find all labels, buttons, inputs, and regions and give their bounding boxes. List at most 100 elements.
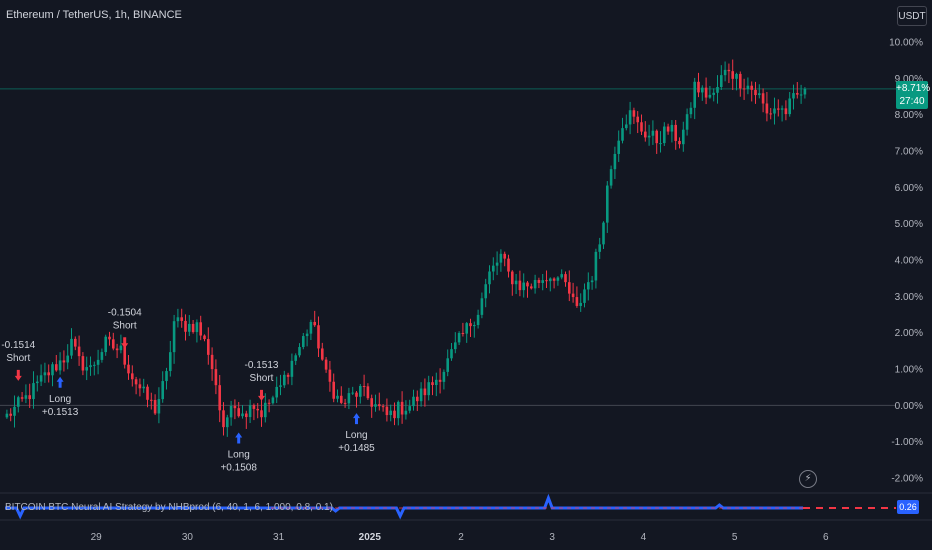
candle bbox=[499, 249, 503, 272]
candle bbox=[408, 399, 411, 414]
candle bbox=[96, 349, 100, 375]
signal-value: -0.1514 bbox=[1, 340, 35, 351]
candle bbox=[264, 393, 267, 423]
candle-body bbox=[47, 372, 50, 376]
long-signal: Long +0.1485 bbox=[338, 413, 375, 454]
candle-body bbox=[362, 386, 366, 388]
candle bbox=[328, 360, 332, 392]
candle-body bbox=[537, 279, 541, 283]
candle bbox=[750, 81, 753, 102]
candle bbox=[150, 392, 153, 410]
candle bbox=[17, 395, 20, 413]
candle-body bbox=[663, 126, 666, 144]
candle bbox=[214, 359, 218, 395]
candle-body bbox=[788, 98, 791, 115]
candle-body bbox=[533, 279, 537, 289]
candle bbox=[488, 265, 491, 294]
long-arrow-icon bbox=[56, 376, 64, 388]
candle bbox=[796, 82, 799, 99]
candle bbox=[305, 329, 309, 347]
candle bbox=[602, 221, 605, 249]
candle-body bbox=[74, 338, 77, 347]
candle-body bbox=[644, 131, 647, 138]
signal-label: Long bbox=[49, 394, 71, 405]
candle bbox=[340, 386, 343, 405]
candle-body bbox=[313, 321, 316, 326]
candle bbox=[746, 77, 750, 95]
candle-body bbox=[469, 323, 472, 327]
candle-body bbox=[290, 360, 294, 377]
candle bbox=[188, 315, 191, 336]
indicator-pane bbox=[5, 493, 896, 520]
candle bbox=[761, 88, 765, 113]
candle-body bbox=[191, 323, 195, 333]
price-change-label: +8.71% bbox=[896, 83, 931, 94]
candle bbox=[81, 352, 85, 376]
candle-body bbox=[526, 282, 529, 287]
candle-body bbox=[131, 373, 134, 380]
short-arrow-icon bbox=[121, 337, 129, 349]
y-tick-label: 6.00% bbox=[895, 183, 923, 194]
candle bbox=[632, 107, 636, 124]
candle bbox=[526, 281, 529, 298]
candle-body bbox=[66, 355, 69, 363]
candle bbox=[549, 277, 552, 292]
candle-body bbox=[625, 124, 628, 129]
candle-body bbox=[446, 358, 449, 372]
candle bbox=[754, 81, 757, 104]
candle-body bbox=[336, 395, 339, 399]
y-tick-label: 4.00% bbox=[895, 256, 923, 267]
candle-body bbox=[165, 371, 168, 382]
candle-body bbox=[727, 69, 731, 72]
short-signal: -0.1504 Short bbox=[108, 307, 142, 349]
candle bbox=[594, 248, 598, 289]
candle bbox=[286, 372, 290, 385]
candle-body bbox=[796, 93, 799, 95]
candle bbox=[731, 59, 734, 90]
candle bbox=[617, 130, 620, 162]
candle bbox=[229, 400, 233, 426]
candle-body bbox=[203, 335, 206, 340]
candle-body bbox=[621, 128, 624, 141]
candle-body bbox=[305, 333, 309, 337]
candle-body bbox=[454, 342, 457, 350]
candle-body bbox=[480, 298, 484, 315]
candle-body bbox=[279, 385, 282, 387]
candle bbox=[670, 120, 674, 143]
candle bbox=[723, 61, 727, 82]
candle bbox=[552, 277, 556, 289]
candle bbox=[522, 273, 525, 298]
candle bbox=[100, 348, 104, 363]
candle bbox=[275, 376, 278, 404]
candle bbox=[47, 364, 50, 383]
candle-body bbox=[560, 274, 563, 278]
y-tick-label: 7.00% bbox=[895, 147, 923, 158]
candle-body bbox=[389, 410, 392, 416]
indicator-line bbox=[5, 493, 803, 520]
lightning-icon[interactable]: ⚡ bbox=[799, 470, 817, 488]
candle-body bbox=[127, 364, 130, 374]
candle bbox=[438, 368, 442, 394]
candle bbox=[385, 398, 389, 422]
candle bbox=[511, 270, 514, 296]
y-tick-label: 1.00% bbox=[895, 365, 923, 376]
signal-value: +0.1485 bbox=[338, 443, 375, 454]
candle bbox=[397, 400, 400, 426]
candle-body bbox=[172, 321, 176, 353]
candle-body bbox=[324, 359, 328, 370]
y-tick-label: -2.00% bbox=[891, 474, 923, 485]
candle-body bbox=[412, 396, 415, 407]
indicator-legend[interactable]: BITCOIN BTC Neural AI Strategy by NHBpro… bbox=[5, 502, 333, 513]
currency-button[interactable]: USDT bbox=[897, 6, 927, 26]
candle bbox=[157, 387, 161, 424]
candle-body bbox=[461, 333, 465, 335]
candle bbox=[583, 283, 586, 308]
symbol-title[interactable]: Ethereum / TetherUS, 1h, BINANCE bbox=[6, 9, 182, 21]
candle bbox=[461, 322, 465, 337]
candle-body bbox=[298, 347, 301, 356]
candle-body bbox=[17, 397, 20, 407]
candle-body bbox=[476, 314, 480, 326]
candle-body bbox=[96, 359, 100, 365]
candle-body bbox=[602, 222, 605, 245]
